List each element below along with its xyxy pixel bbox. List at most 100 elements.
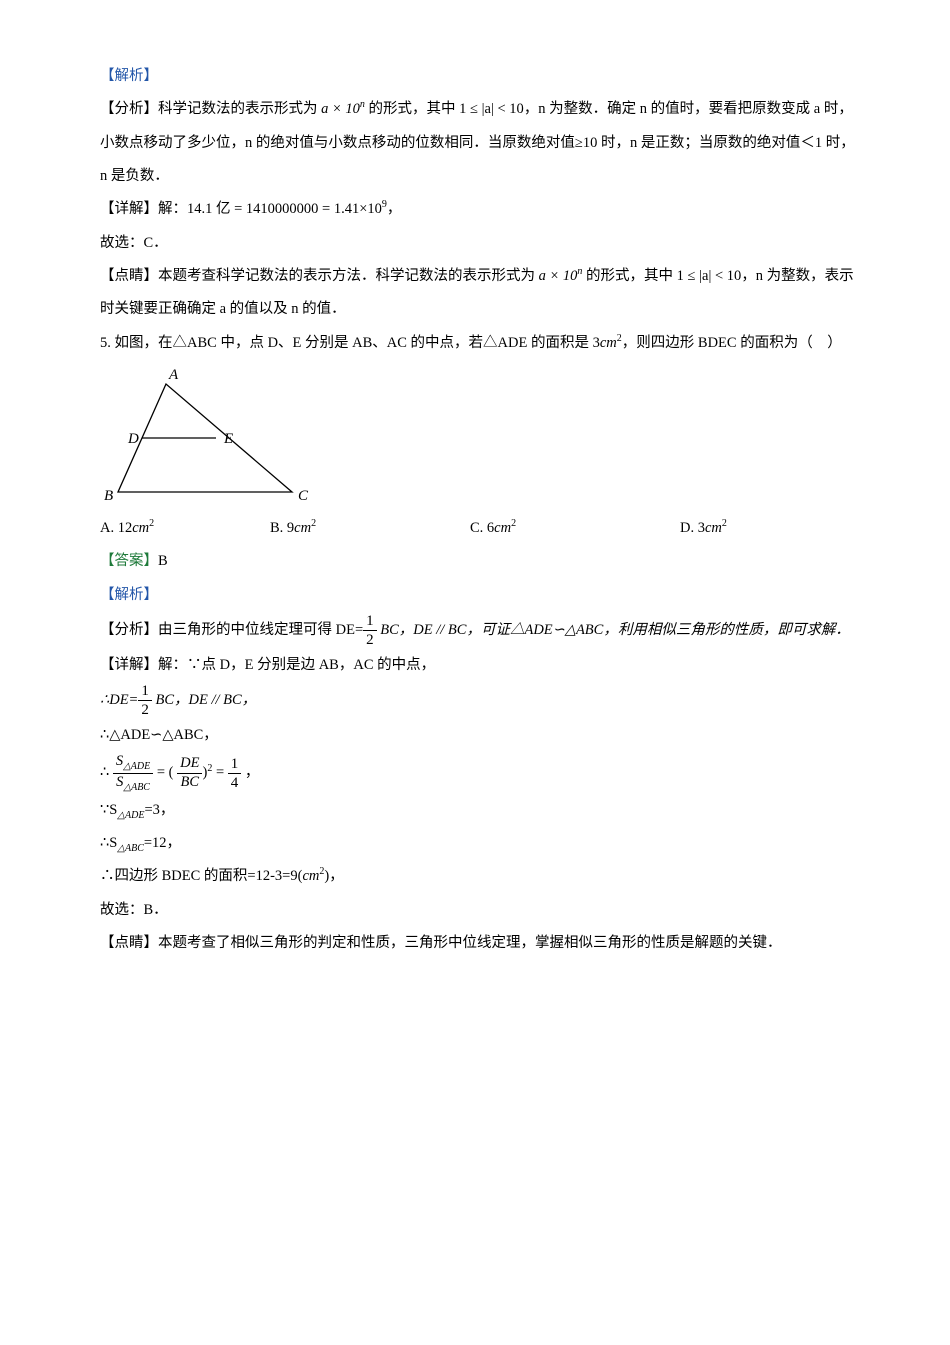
t: ∴S [100,835,117,851]
frac-half: 12 [363,612,377,649]
t: =12， [144,835,181,851]
q5-choose: 故选：B． [100,894,860,927]
q5-line6: ∴S△ABC=12， [100,827,860,860]
q5-options: A. 12cm2 B. 9cm2 C. 6cm2 D. 3cm2 [100,512,860,545]
label-analysis: 【分析】 [100,622,158,638]
q5-detail: 【详解】解：∵点 D，E 分别是边 AB，AC 的中点， [100,649,860,682]
t: ∵S [100,802,117,818]
sup: 2 [722,518,727,529]
t: 的形式，其中 [586,268,673,284]
q5-line2: ∴DE=12 BC，DE // BC， [100,682,860,719]
frac-ratio-s: S△ADE S△ABC [113,753,153,794]
num: 1 [363,612,377,631]
t: 解：∵点 D，E 分别是边 AB，AC 的中点， [158,657,435,673]
t: 科学记数法的表示形式为 [158,101,318,117]
unit: cm [302,868,319,884]
sub: △ADE [117,809,144,820]
bc: BC [177,774,202,791]
q5-analysis: 【分析】由三角形的中位线定理可得 DE=12 BC，DE // BC，可证△AD… [100,612,860,649]
svg-text:C: C [298,488,309,504]
unit: cm [132,520,149,536]
svg-text:E: E [223,431,233,447]
num: 1 [138,682,152,701]
answer-value: B [158,553,168,569]
answer-label: 【答案】 [100,553,158,569]
option-b: B. 9cm2 [270,512,470,545]
label-hint: 【点睛】 [100,935,158,951]
option-a: A. 12cm2 [100,512,270,545]
option-c: C. 6cm2 [470,512,680,545]
expr: a × 10 [321,101,360,117]
hint-4: 【点睛】本题考查科学记数法的表示方法．科学记数法的表示形式为 a × 10n 的… [100,260,860,327]
eq2: = [216,765,228,781]
num: 1 [228,755,242,774]
expr: a × 10 [539,268,578,284]
sub: △ADE [123,761,150,772]
frac-half: 12 [138,682,152,719]
range: 1 ≤ |a| < 10 [459,101,524,117]
range: 1 ≤ |a| < 10 [677,268,742,284]
q5-line3: ∴△ADE∽△ABC， [100,719,860,752]
t: ，则四边形 BDEC 的面积为（ ） [622,335,842,351]
t: 解：14.1 亿 [158,201,231,217]
t: ， [387,201,402,217]
t: ∴DE= [100,692,138,708]
q5-answer: 【答案】B [100,545,860,578]
q5-number: 5. [100,335,111,351]
eq: = ( [157,765,174,781]
prefix: C. [470,520,487,536]
option-d: D. 3cm2 [680,512,800,545]
val: 3 [698,520,705,536]
t: =3， [144,802,174,818]
label-detail: 【详解】 [100,657,158,673]
frac-de-bc: DE BC [177,755,202,791]
sub: △ABC [117,843,144,854]
svg-text:A: A [168,367,179,383]
sup: 2 [311,518,316,529]
t: BC，DE // BC，可证△ADE∽△ABC，利用相似三角形的性质，即可求解． [377,622,850,638]
prefix: D. [680,520,698,536]
t: 如图，在△ABC 中，点 D、E 分别是 AB、AC 的中点，若△ADE 的面积… [115,335,600,351]
label-analysis: 【分析】 [100,101,158,117]
label-detail: 【详解】 [100,201,158,217]
end: ， [241,765,259,781]
choose-4: 故选：C． [100,227,860,260]
analysis-heading-4: 【解析】 [100,60,860,93]
unit: cm [294,520,311,536]
t: 由三角形的中位线定理可得 DE= [158,622,363,638]
sub: △ABC [123,782,150,793]
detail-4: 【详解】解：14.1 亿 = 1410000000 = 1.41×109， [100,193,860,226]
val: 12 [118,520,133,536]
sup: 2 [511,518,516,529]
q5-stem: 5. 如图，在△ABC 中，点 D、E 分别是 AB、AC 的中点，若△ADE … [100,327,860,360]
expr-sup: n [577,266,582,277]
frac-quarter: 1 4 [228,755,242,792]
prefix: B. [270,520,287,536]
q5-figure: A D E B C [94,366,314,506]
q5-hint: 【点睛】本题考查了相似三角形的判定和性质，三角形中位线定理，掌握相似三角形的性质… [100,927,860,960]
q5-line5: ∵S△ADE=3， [100,794,860,827]
sq: 2 [207,763,212,774]
prefix: ∴ [100,765,109,781]
t: ∴四边形 BDEC 的面积=12-3=9( [100,868,302,884]
t: 的形式，其中 [369,101,456,117]
label-hint: 【点睛】 [100,268,158,284]
den: 4 [228,774,242,792]
unit: cm [494,520,511,536]
t: 本题考查科学记数法的表示方法．科学记数法的表示形式为 [158,268,535,284]
den: 2 [138,701,152,719]
q5-ratio: ∴ S△ADE S△ABC = ( DE BC )2 = 1 4 ， [100,753,860,794]
q5-line7: ∴四边形 BDEC 的面积=12-3=9(cm2)， [100,860,860,893]
expr-sup: n [360,100,365,111]
t: 本题考查了相似三角形的判定和性质，三角形中位线定理，掌握相似三角形的性质是解题的… [158,935,782,951]
svg-text:B: B [104,488,113,504]
unit: cm [705,520,722,536]
den: 2 [363,631,377,649]
analysis-4-body: 【分析】科学记数法的表示形式为 a × 10n 的形式，其中 1 ≤ |a| <… [100,93,860,193]
t: )， [324,868,343,884]
analysis-heading-5: 【解析】 [100,579,860,612]
unit: cm [600,335,617,351]
de: DE [177,755,202,773]
prefix: A. [100,520,118,536]
svg-text:D: D [127,431,139,447]
